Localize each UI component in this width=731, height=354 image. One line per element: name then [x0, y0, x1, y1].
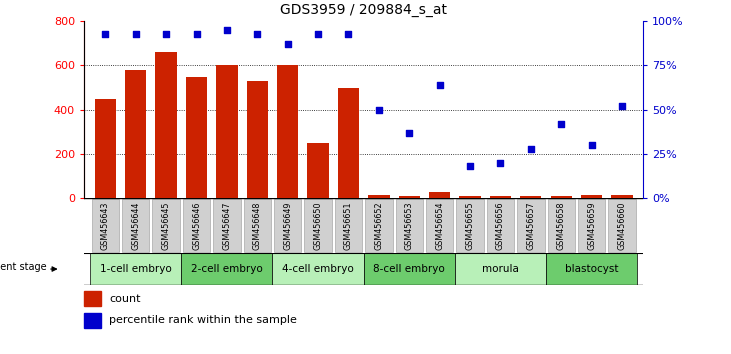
Text: GSM456647: GSM456647: [222, 201, 232, 250]
Point: [404, 130, 415, 136]
Bar: [368, 195, 390, 198]
Bar: [273, 253, 364, 285]
Bar: [243, 199, 271, 252]
Point: [556, 121, 567, 127]
Bar: [363, 253, 455, 285]
Text: GSM456650: GSM456650: [314, 201, 322, 250]
Bar: [546, 253, 637, 285]
Text: GSM456655: GSM456655: [466, 201, 474, 250]
Text: GSM456644: GSM456644: [132, 201, 140, 250]
Bar: [183, 199, 211, 252]
Point: [282, 41, 294, 47]
Text: GSM456652: GSM456652: [374, 201, 383, 250]
Bar: [84, 313, 101, 327]
Point: [525, 146, 537, 152]
Text: count: count: [109, 294, 141, 304]
Text: blastocyst: blastocyst: [565, 264, 618, 274]
Point: [343, 31, 355, 36]
Bar: [548, 199, 575, 252]
Point: [251, 31, 263, 36]
Bar: [520, 195, 542, 198]
Point: [586, 142, 597, 148]
Text: GSM456645: GSM456645: [162, 201, 170, 250]
Bar: [274, 199, 301, 252]
Text: GSM456653: GSM456653: [405, 201, 414, 250]
Bar: [246, 81, 268, 198]
Bar: [459, 196, 481, 198]
Bar: [366, 199, 393, 252]
Bar: [308, 143, 329, 198]
Bar: [186, 76, 207, 198]
Point: [160, 31, 172, 36]
Bar: [153, 199, 180, 252]
Bar: [91, 199, 119, 252]
Bar: [581, 195, 602, 198]
Point: [495, 160, 507, 166]
Point: [433, 82, 445, 88]
Bar: [216, 65, 238, 198]
Bar: [611, 195, 632, 198]
Point: [464, 164, 476, 169]
Text: percentile rank within the sample: percentile rank within the sample: [109, 315, 297, 325]
Bar: [335, 199, 362, 252]
Text: 4-cell embryo: 4-cell embryo: [282, 264, 354, 274]
Bar: [455, 253, 546, 285]
Point: [99, 31, 111, 36]
Bar: [426, 199, 453, 252]
Bar: [156, 52, 177, 198]
Bar: [517, 199, 545, 252]
Text: GSM456656: GSM456656: [496, 201, 505, 250]
Text: 1-cell embryo: 1-cell embryo: [100, 264, 172, 274]
Bar: [429, 192, 450, 198]
Bar: [395, 199, 423, 252]
Bar: [277, 65, 298, 198]
Text: GSM456648: GSM456648: [253, 201, 262, 250]
Text: GSM456649: GSM456649: [283, 201, 292, 250]
Bar: [338, 88, 359, 198]
Text: GSM456646: GSM456646: [192, 201, 201, 250]
Point: [191, 31, 202, 36]
Bar: [122, 199, 149, 252]
Point: [221, 27, 232, 33]
Text: GSM456659: GSM456659: [587, 201, 596, 250]
Title: GDS3959 / 209884_s_at: GDS3959 / 209884_s_at: [280, 4, 447, 17]
Bar: [487, 199, 514, 252]
Text: GSM456654: GSM456654: [435, 201, 444, 250]
Bar: [398, 195, 420, 198]
Text: morula: morula: [482, 264, 519, 274]
Text: 8-cell embryo: 8-cell embryo: [374, 264, 445, 274]
Text: GSM456651: GSM456651: [344, 201, 353, 250]
Point: [312, 31, 324, 36]
Point: [130, 31, 142, 36]
Bar: [304, 199, 332, 252]
Bar: [84, 291, 101, 306]
Bar: [550, 196, 572, 198]
Text: development stage: development stage: [0, 262, 46, 273]
Text: GSM456660: GSM456660: [618, 201, 626, 250]
Bar: [608, 199, 636, 252]
Bar: [125, 70, 146, 198]
Text: GSM456658: GSM456658: [557, 201, 566, 250]
Bar: [95, 99, 116, 198]
Bar: [90, 253, 181, 285]
Bar: [181, 253, 273, 285]
Text: GSM456643: GSM456643: [101, 201, 110, 250]
Point: [616, 103, 628, 109]
Text: 2-cell embryo: 2-cell embryo: [191, 264, 262, 274]
Bar: [456, 199, 484, 252]
Point: [373, 107, 385, 113]
Text: GSM456657: GSM456657: [526, 201, 535, 250]
Bar: [578, 199, 605, 252]
Bar: [213, 199, 240, 252]
Bar: [490, 196, 511, 198]
